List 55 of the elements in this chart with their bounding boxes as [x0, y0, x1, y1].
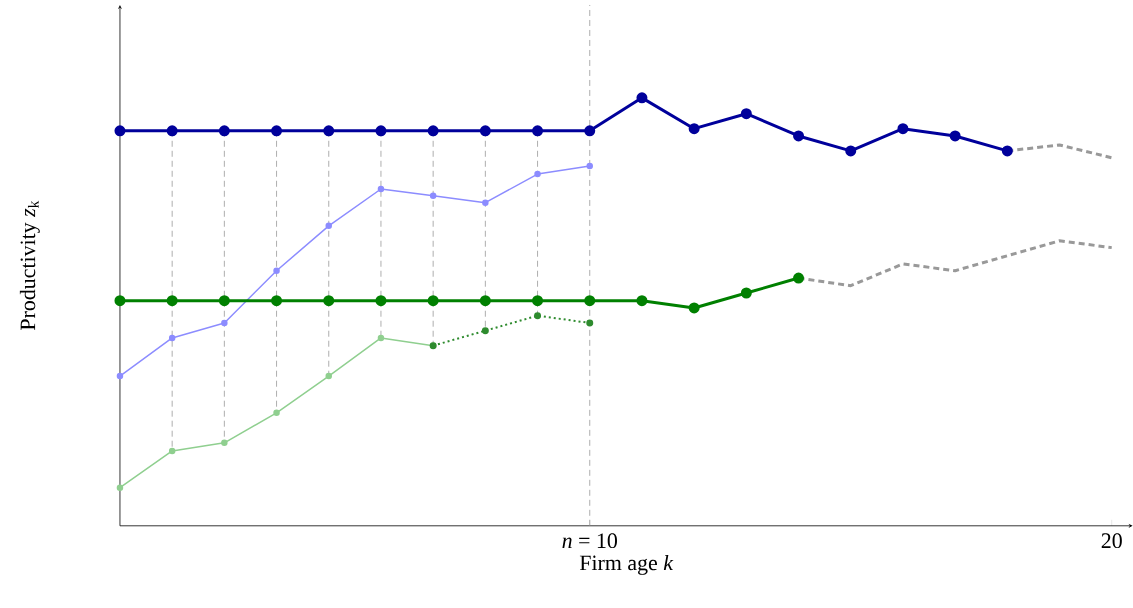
point — [271, 295, 283, 307]
point — [845, 145, 857, 157]
point — [168, 334, 176, 342]
point — [323, 125, 335, 137]
point — [273, 409, 280, 417]
point — [740, 108, 752, 120]
point — [586, 162, 593, 170]
point — [221, 319, 228, 327]
point — [949, 130, 961, 142]
point — [584, 295, 596, 307]
point — [636, 295, 648, 307]
x-tick-label: n = 10 — [562, 533, 617, 549]
point — [482, 199, 489, 207]
point — [481, 327, 489, 335]
x-tick-label: 20 — [1101, 533, 1122, 549]
point — [271, 125, 283, 137]
point — [1001, 145, 1013, 157]
point — [793, 272, 805, 284]
point — [218, 295, 230, 307]
point — [114, 125, 126, 137]
point — [323, 295, 335, 307]
point — [427, 295, 439, 307]
point — [375, 295, 387, 307]
point — [218, 125, 230, 137]
point — [273, 267, 280, 275]
point — [688, 123, 700, 135]
y-axis-title: Productivity z$_{k}$ — [19, 200, 40, 331]
point — [897, 123, 909, 135]
point — [793, 130, 805, 142]
point — [325, 372, 332, 380]
point — [532, 295, 544, 307]
point — [168, 447, 176, 455]
point — [166, 295, 178, 307]
point — [534, 170, 541, 178]
point — [116, 372, 124, 380]
point — [479, 295, 491, 307]
point — [166, 125, 178, 137]
point — [532, 125, 544, 137]
point — [377, 334, 385, 342]
point — [636, 92, 648, 104]
point — [586, 319, 594, 327]
point — [377, 185, 385, 193]
point — [534, 312, 542, 320]
point — [740, 287, 752, 299]
point — [429, 192, 437, 200]
point — [427, 125, 439, 137]
point — [221, 439, 228, 447]
point — [584, 125, 596, 137]
point — [688, 302, 700, 314]
point — [116, 484, 124, 492]
x-axis-title: Firm age k — [579, 555, 674, 575]
point — [479, 125, 491, 137]
point — [325, 222, 332, 230]
point — [375, 125, 387, 137]
point — [114, 295, 126, 307]
